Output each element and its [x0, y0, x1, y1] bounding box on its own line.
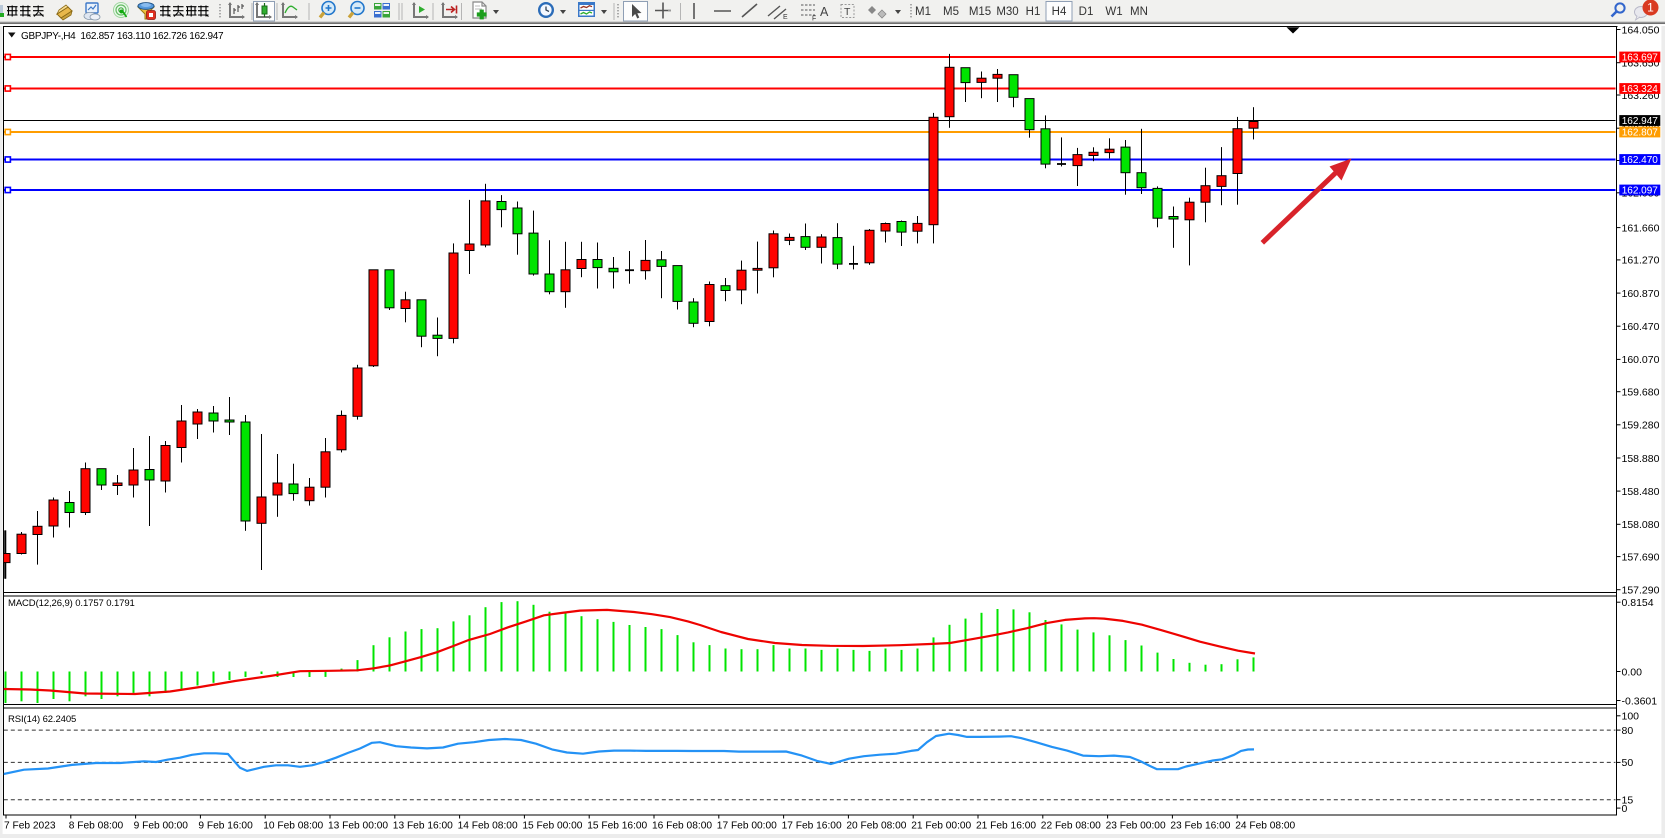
svg-text:RSI(14) 62.2405: RSI(14) 62.2405: [8, 714, 76, 725]
svg-text:10 Feb 08:00: 10 Feb 08:00: [263, 821, 323, 832]
svg-text:21 Feb 16:00: 21 Feb 16:00: [976, 821, 1036, 832]
svg-text:M15: M15: [969, 6, 991, 18]
svg-text:162.097: 162.097: [1622, 186, 1659, 197]
svg-text:163.697: 163.697: [1622, 53, 1659, 64]
svg-text:23 Feb 00:00: 23 Feb 00:00: [1106, 821, 1166, 832]
svg-text:15 Feb 00:00: 15 Feb 00:00: [522, 821, 582, 832]
svg-text:50: 50: [1622, 757, 1634, 769]
svg-text:16 Feb 08:00: 16 Feb 08:00: [652, 821, 712, 832]
svg-text:164.050: 164.050: [1622, 24, 1660, 36]
svg-text:162.470: 162.470: [1622, 155, 1659, 166]
svg-text:157.290: 157.290: [1622, 585, 1660, 597]
svg-text:T: T: [844, 6, 851, 18]
svg-text:H1: H1: [1026, 6, 1041, 18]
svg-text:17 Feb 00:00: 17 Feb 00:00: [717, 821, 777, 832]
svg-text:23 Feb 16:00: 23 Feb 16:00: [1170, 821, 1230, 832]
svg-text:161.270: 161.270: [1622, 255, 1660, 267]
svg-text:158.480: 158.480: [1622, 486, 1660, 498]
svg-text:MACD(12,26,9) 0.1757 0.1791: MACD(12,26,9) 0.1757 0.1791: [8, 598, 135, 609]
svg-text:14 Feb 08:00: 14 Feb 08:00: [458, 821, 518, 832]
svg-text:8 Feb 08:00: 8 Feb 08:00: [69, 821, 124, 832]
svg-text:160.870: 160.870: [1622, 288, 1660, 300]
svg-text:7 Feb 2023: 7 Feb 2023: [4, 821, 56, 832]
svg-text:161.660: 161.660: [1622, 222, 1660, 234]
svg-text:20 Feb 08:00: 20 Feb 08:00: [846, 821, 906, 832]
svg-text:160.470: 160.470: [1622, 321, 1660, 333]
svg-text:162.947: 162.947: [1622, 116, 1659, 127]
svg-text:D1: D1: [1079, 6, 1094, 18]
svg-text:-0.3601: -0.3601: [1622, 695, 1658, 707]
svg-text:163.324: 163.324: [1622, 84, 1659, 95]
svg-text:F: F: [812, 16, 816, 23]
svg-text:160.070: 160.070: [1622, 354, 1660, 366]
svg-text:0: 0: [1622, 803, 1628, 815]
svg-text:17 Feb 16:00: 17 Feb 16:00: [782, 821, 842, 832]
svg-text:13 Feb 16:00: 13 Feb 16:00: [393, 821, 453, 832]
svg-text:22 Feb 08:00: 22 Feb 08:00: [1041, 821, 1101, 832]
svg-text:M5: M5: [943, 6, 959, 18]
svg-text:W1: W1: [1105, 6, 1122, 18]
svg-text:M1: M1: [915, 6, 931, 18]
svg-text:80: 80: [1622, 725, 1634, 737]
svg-text:0.00: 0.00: [1622, 666, 1643, 678]
svg-text:159.680: 159.680: [1622, 387, 1660, 399]
svg-text:158.880: 158.880: [1622, 453, 1660, 465]
svg-text:M30: M30: [996, 6, 1018, 18]
svg-text:24 Feb 08:00: 24 Feb 08:00: [1235, 821, 1295, 832]
svg-text:159.280: 159.280: [1622, 420, 1660, 432]
svg-text:9 Feb 16:00: 9 Feb 16:00: [198, 821, 253, 832]
svg-text:MN: MN: [1130, 6, 1148, 18]
svg-text:158.080: 158.080: [1622, 519, 1660, 531]
svg-text:1: 1: [1647, 1, 1654, 15]
svg-text:0.8154: 0.8154: [1622, 597, 1654, 609]
svg-text:15 Feb 16:00: 15 Feb 16:00: [587, 821, 647, 832]
svg-text:21 Feb 00:00: 21 Feb 00:00: [911, 821, 971, 832]
svg-text:GBPJPY-,H4 162.857 163.110 16: GBPJPY-,H4 162.857 163.110 162.726 162.9…: [21, 31, 224, 42]
svg-text:15: 15: [1622, 795, 1634, 807]
svg-text:A: A: [820, 5, 829, 19]
svg-text:13 Feb 00:00: 13 Feb 00:00: [328, 821, 388, 832]
svg-text:100: 100: [1622, 711, 1640, 723]
svg-text:H4: H4: [1052, 6, 1067, 18]
svg-text:9 Feb 00:00: 9 Feb 00:00: [134, 821, 189, 832]
svg-text:162.807: 162.807: [1622, 128, 1659, 139]
svg-text:E: E: [783, 14, 788, 21]
svg-text:157.690: 157.690: [1622, 551, 1660, 563]
